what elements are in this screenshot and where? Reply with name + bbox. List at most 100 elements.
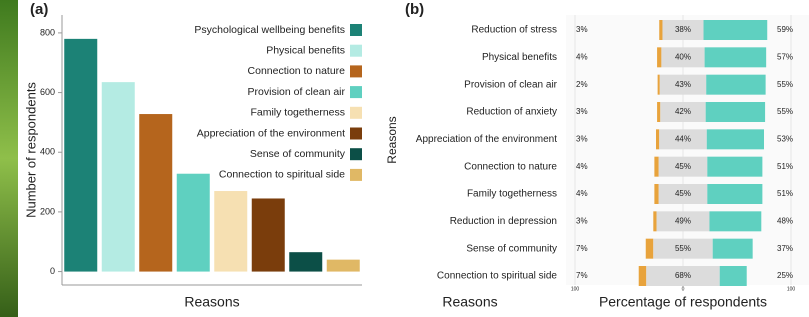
- category-label: Appreciation of the environment: [416, 134, 557, 145]
- y-axis-label: Reasons: [385, 116, 399, 163]
- value-label: 43%: [675, 80, 691, 89]
- bar-segment: [707, 157, 762, 177]
- legend-swatch: [350, 169, 362, 181]
- bar-segment: [713, 239, 753, 259]
- category-label: Connection to nature: [464, 161, 557, 172]
- bar-segment: [654, 157, 658, 177]
- category-label: Connection to spiritual side: [437, 271, 558, 282]
- legend-swatch: [350, 65, 362, 77]
- x-tick-label: 100: [571, 286, 580, 292]
- bar-segment: [706, 102, 765, 122]
- legend-label: Connection to nature: [248, 65, 346, 77]
- value-label: 51%: [777, 162, 793, 171]
- bar-segment: [704, 20, 768, 40]
- value-label: 53%: [777, 134, 793, 143]
- value-label: 55%: [675, 244, 691, 253]
- page: (a) (b) Reasons Number of respondents Re…: [0, 0, 809, 317]
- bar-segment: [707, 184, 762, 204]
- value-label: 42%: [675, 107, 691, 116]
- bar-segment: [653, 211, 656, 231]
- bar-segment: [709, 211, 761, 231]
- value-label: 3%: [576, 25, 588, 34]
- background-photo-strip: [0, 0, 18, 317]
- bar-segment: [707, 129, 764, 149]
- bar: [102, 82, 135, 271]
- legend-swatch: [350, 107, 362, 119]
- value-label: 4%: [576, 189, 588, 198]
- value-label: 3%: [576, 134, 588, 143]
- x-axis-label: Reasons: [184, 294, 239, 310]
- legend-label: Sense of community: [250, 148, 346, 160]
- legend-label: Appreciation of the environment: [197, 127, 345, 139]
- y-tick-label: 600: [40, 87, 55, 97]
- value-label: 49%: [675, 216, 691, 225]
- bar: [214, 191, 247, 272]
- bar-segment: [656, 129, 659, 149]
- figure: (a) (b) Reasons Number of respondents Re…: [0, 0, 809, 317]
- value-label: 37%: [777, 244, 793, 253]
- x-tick-label: 0: [682, 286, 685, 292]
- bar: [327, 260, 360, 272]
- y-tick-label: 400: [40, 147, 55, 157]
- value-label: 59%: [777, 25, 793, 34]
- legend-label: Connection to spiritual side: [219, 169, 345, 181]
- bar: [289, 252, 322, 271]
- y-tick-label: 800: [40, 27, 55, 37]
- value-label: 55%: [777, 107, 793, 116]
- bar-segment: [657, 47, 661, 67]
- value-label: 2%: [576, 80, 588, 89]
- bar: [177, 174, 210, 272]
- legend-label: Physical benefits: [266, 44, 345, 56]
- legend-swatch: [350, 45, 362, 57]
- category-label: Provision of clean air: [464, 79, 557, 90]
- bar: [252, 198, 285, 271]
- y-axis-label: Number of respondents: [23, 82, 38, 218]
- category-label: Reduction in depression: [450, 216, 557, 227]
- category-label: Family togetherness: [467, 189, 557, 200]
- bar-segment: [639, 266, 647, 286]
- value-label: 55%: [777, 80, 793, 89]
- bar-segment: [720, 266, 747, 286]
- value-label: 38%: [675, 25, 691, 34]
- value-label: 7%: [576, 271, 588, 280]
- category-label: Reduction of anxiety: [466, 107, 557, 118]
- value-label: 44%: [675, 134, 691, 143]
- bar-segment: [657, 102, 660, 122]
- value-label: 4%: [576, 52, 588, 61]
- bar: [64, 39, 97, 272]
- x-axis-label: Percentage of respondents: [599, 294, 767, 310]
- legend-label: Provision of clean air: [248, 86, 346, 98]
- category-label-title: Reasons: [442, 294, 497, 310]
- panel-label: (b): [405, 1, 424, 18]
- category-label: Sense of community: [466, 243, 557, 254]
- bar-segment: [705, 47, 767, 67]
- legend-swatch: [350, 24, 362, 36]
- x-tick-label: 100: [787, 286, 796, 292]
- bar-segment: [646, 239, 654, 259]
- legend-label: Psychological wellbeing benefits: [194, 24, 345, 36]
- bar-segment: [654, 184, 658, 204]
- value-label: 45%: [675, 162, 691, 171]
- value-label: 3%: [576, 107, 588, 116]
- legend-swatch: [350, 148, 362, 160]
- value-label: 57%: [777, 52, 793, 61]
- legend-label: Family togetherness: [250, 107, 345, 119]
- panel-label: (a): [30, 1, 48, 18]
- category-label: Reduction of stress: [471, 25, 557, 36]
- bar-segment: [706, 75, 765, 95]
- legend-swatch: [350, 86, 362, 98]
- y-tick-label: 200: [40, 206, 55, 216]
- value-label: 3%: [576, 216, 588, 225]
- category-label: Physical benefits: [482, 52, 557, 63]
- value-label: 25%: [777, 271, 793, 280]
- value-label: 45%: [675, 189, 691, 198]
- legend-swatch: [350, 128, 362, 140]
- value-label: 48%: [777, 216, 793, 225]
- value-label: 4%: [576, 162, 588, 171]
- bar: [139, 114, 172, 272]
- value-label: 7%: [576, 244, 588, 253]
- value-label: 68%: [675, 271, 691, 280]
- value-label: 40%: [675, 52, 691, 61]
- bar-segment: [658, 75, 660, 95]
- value-label: 51%: [777, 189, 793, 198]
